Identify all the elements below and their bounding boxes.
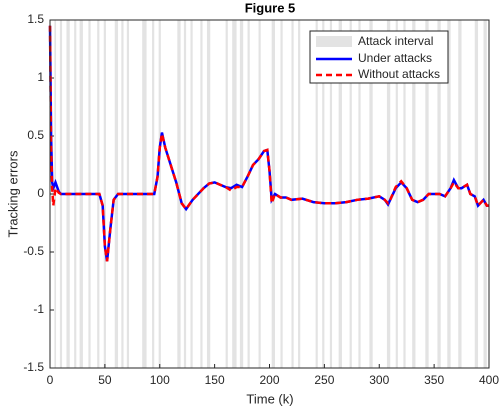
attack-band [322, 20, 325, 368]
y-axis-label: Tracking errors [5, 150, 20, 237]
x-tick-label: 200 [259, 373, 279, 387]
attack-band [280, 20, 283, 368]
attack-band [225, 20, 228, 368]
attack-band [114, 20, 119, 368]
x-tick-label: 300 [369, 373, 389, 387]
legend-label: Without attacks [358, 67, 440, 81]
legend: Attack interval Under attacks Without atta… [309, 30, 449, 84]
attack-band [329, 20, 333, 368]
attack-band [158, 20, 161, 368]
attack-band [483, 20, 487, 368]
legend-label: Under attacks [358, 51, 432, 65]
y-tick-label: 0.5 [27, 128, 44, 142]
legend-swatch [316, 36, 352, 47]
x-tick-label: 150 [205, 373, 225, 387]
x-tick-label: 400 [479, 373, 499, 387]
x-tick-label: 350 [424, 373, 444, 387]
x-tick-label: 0 [47, 373, 54, 387]
attack-band [338, 20, 342, 368]
x-tick-label: 250 [314, 373, 334, 387]
attack-band [447, 20, 451, 368]
attack-band [271, 20, 275, 368]
legend-label: Attack interval [358, 34, 433, 48]
y-tick-label: 0 [37, 186, 44, 200]
attack-band [412, 20, 416, 368]
plot-frame [49, 19, 490, 369]
attack-band [474, 20, 479, 368]
line [48, 25, 489, 262]
attack-band [358, 20, 361, 368]
y-tick-label: -1.5 [23, 360, 44, 374]
attack-band [206, 20, 211, 368]
attack-band [349, 20, 352, 368]
x-tick-label: 100 [150, 373, 170, 387]
attack-band [298, 20, 301, 368]
attack-band [315, 20, 318, 368]
attack-band [247, 20, 250, 368]
attack-band [291, 20, 294, 368]
attack-band [183, 20, 187, 368]
attack-band [458, 20, 462, 368]
y-tick-label: -1 [33, 302, 44, 316]
y-tick-label: 1.5 [27, 12, 44, 26]
attack-band [258, 20, 261, 368]
attack-band [395, 20, 398, 368]
attack-band [369, 20, 373, 368]
attack-band [190, 20, 193, 368]
x-tick-label: 50 [98, 373, 112, 387]
attack-band [200, 20, 203, 368]
chart-title: Figure 5 [245, 0, 296, 15]
x-axis-label: Time (k) [246, 391, 293, 406]
y-tick-label: 1 [37, 70, 44, 84]
attack-band [239, 20, 244, 368]
attack-band [232, 20, 237, 368]
attack-band [103, 20, 106, 368]
attack-band [403, 20, 406, 368]
attack-band [386, 20, 391, 368]
y-tick-label: -0.5 [23, 244, 44, 258]
